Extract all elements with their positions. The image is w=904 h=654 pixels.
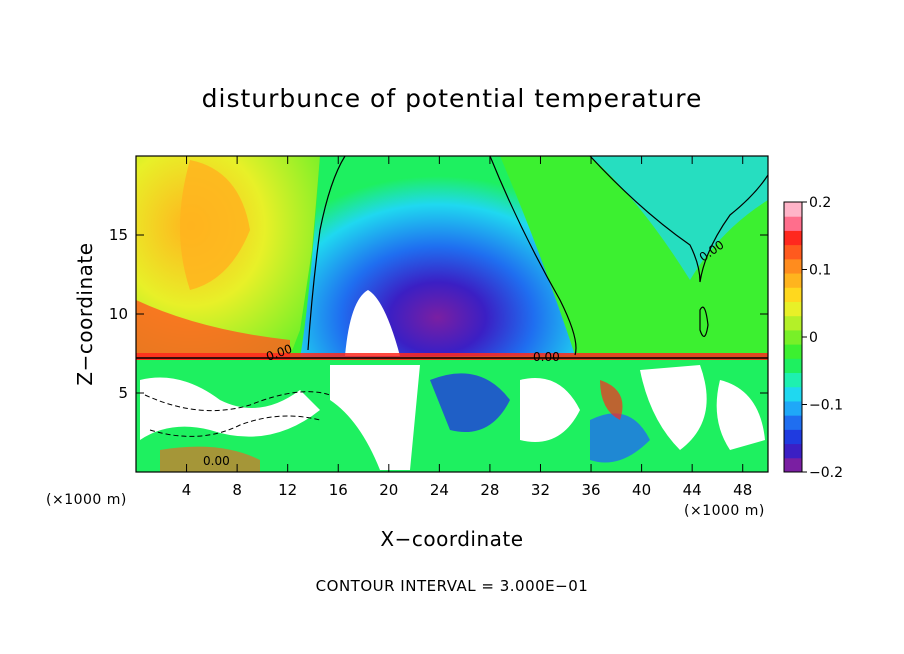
colorbar-swatch (784, 301, 802, 317)
colorbar-swatch (784, 216, 802, 231)
east-cyan-region (590, 156, 768, 280)
y-axis-ticks: 5 10 15 (109, 226, 768, 402)
colorbar-swatch (784, 358, 802, 374)
x-tick-label: 8 (232, 481, 242, 499)
lower-blue-1 (430, 373, 510, 432)
colorbar-swatch (784, 429, 802, 445)
x-axis-label: X−coordinate (380, 527, 524, 551)
dashed-contour-1 (144, 391, 331, 412)
colorbar-swatch (784, 273, 802, 288)
colorbar-tick-label: 0.2 (809, 195, 831, 211)
zero-contour-2 (489, 156, 577, 356)
colorbar-swatch (784, 415, 802, 430)
colorbar-tick-label: 0.1 (809, 263, 831, 279)
warm-core (180, 160, 250, 290)
chart-title: disturbunce of potential temperature (201, 84, 703, 113)
colorbar-swatch (784, 457, 802, 473)
x-tick-label: 28 (480, 481, 499, 499)
x-tick-label: 48 (733, 481, 752, 499)
lower-red-2 (160, 446, 260, 472)
colorbar-swatch (784, 258, 802, 274)
y-tick-label: 15 (109, 226, 128, 244)
colorbar-swatch (784, 344, 802, 359)
lower-white-3 (520, 378, 580, 442)
colorbar-tick-label: −0.2 (809, 465, 843, 481)
colorbar-swatch (784, 443, 802, 459)
x-axis-ticks: 4 8 12 16 20 24 28 32 36 40 44 48 (182, 156, 752, 499)
colorbar-swatch (784, 372, 802, 388)
contour-label-bottom: 0.00 (203, 454, 230, 468)
plot-area (136, 156, 768, 472)
lower-white-4 (640, 365, 707, 450)
x-tick-label: 24 (430, 481, 449, 499)
x-tick-label: 40 (632, 481, 651, 499)
x-tick-label: 12 (278, 481, 297, 499)
x-tick-label: 32 (531, 481, 550, 499)
colorbar-swatch (784, 230, 802, 246)
colorbar-swatch (784, 244, 802, 260)
zero-contour-1 (307, 156, 346, 351)
x-tick-label: 4 (182, 481, 192, 499)
lower-white-5 (716, 380, 765, 450)
lower-white-1 (140, 377, 320, 440)
x-tick-label: 44 (683, 481, 702, 499)
colorbar-swatch (784, 329, 802, 345)
contour-label-mid: 0.00 (533, 350, 560, 364)
y-axis-label: Z−coordinate (73, 242, 97, 386)
colorbar-swatch (784, 386, 802, 402)
x-tick-label: 16 (329, 481, 348, 499)
colorbar-tick-label: −0.1 (809, 398, 843, 414)
x-tick-label: 36 (581, 481, 600, 499)
colorbar-swatch (784, 287, 802, 302)
x-tick-label: 20 (379, 481, 398, 499)
x-unit-label-right: (×1000 m) (684, 503, 765, 519)
colorbar-tick-label: 0 (809, 330, 818, 346)
lower-red-1 (600, 380, 623, 420)
colorbar-swatch (784, 315, 802, 331)
lower-blue-2 (590, 413, 650, 463)
boundary-layer-band (136, 353, 768, 361)
lower-white-2 (330, 365, 420, 470)
colorbar-swatch (784, 400, 802, 416)
zero-contour-4 (699, 306, 709, 337)
y-tick-label: 10 (109, 305, 128, 323)
colorbar-swatch (784, 202, 802, 217)
x-unit-label-left: (×1000 m) (46, 492, 127, 508)
zero-contour-3 (589, 156, 768, 283)
colorbar: 0.2 0.1 0 −0.1 −0.2 (783, 195, 843, 481)
contour-interval-note: CONTOUR INTERVAL = 3.000E−01 (315, 577, 589, 595)
warm-lower-band (136, 300, 290, 360)
dashed-contour-2 (149, 415, 321, 437)
y-tick-label: 5 (118, 384, 128, 402)
cold-core (345, 290, 400, 356)
